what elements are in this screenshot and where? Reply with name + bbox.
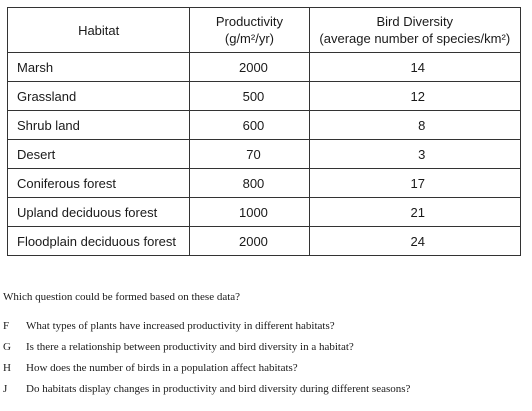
productivity-header-unit: (g/m²/yr) <box>224 31 274 46</box>
bird-diversity-cell: 8 <box>308 110 522 140</box>
choice-text: How does the number of birds in a popula… <box>26 362 298 374</box>
productivity-cell: 1000 <box>189 197 310 227</box>
bird-diversity-cell: 21 <box>308 197 522 227</box>
habitat-cell: Floodplain deciduous forest <box>6 226 191 256</box>
habitat-cell: Marsh <box>6 52 191 82</box>
question-prompt: Which question could be formed based on … <box>3 291 241 303</box>
answer-choice-h[interactable]: H How does the number of birds in a popu… <box>3 362 410 383</box>
table-header-row: Habitat Productivity (g/m²/yr) Bird Dive… <box>6 7 522 53</box>
answer-choices: F What types of plants have increased pr… <box>3 320 410 404</box>
productivity-cell: 500 <box>189 81 310 111</box>
choice-text: What types of plants have increased prod… <box>26 320 335 332</box>
habitat-cell: Coniferous forest <box>6 168 191 198</box>
table-row: Upland deciduous forest 1000 21 <box>6 197 522 227</box>
choice-text: Do habitats display changes in productiv… <box>26 383 411 395</box>
table-row: Desert 70 3 <box>6 139 522 169</box>
habitat-cell: Shrub land <box>6 110 191 140</box>
bird-diversity-cell: 24 <box>308 226 522 256</box>
choice-letter: G <box>3 341 11 353</box>
choice-letter: J <box>3 383 8 395</box>
productivity-cell: 70 <box>189 139 310 169</box>
habitat-cell: Grassland <box>6 81 191 111</box>
habitat-cell: Upland deciduous forest <box>6 197 191 227</box>
table-row: Floodplain deciduous forest 2000 24 <box>6 226 522 256</box>
answer-choice-g[interactable]: G Is there a relationship between produc… <box>3 341 410 362</box>
bird-diversity-column-header: Bird Diversity (average number of specie… <box>308 7 522 53</box>
choice-text: Is there a relationship between producti… <box>26 341 354 353</box>
answer-choice-j[interactable]: J Do habitats display changes in product… <box>3 383 410 404</box>
productivity-header-title: Productivity <box>215 14 284 29</box>
productivity-cell: 800 <box>189 168 310 198</box>
table-row: Marsh 2000 14 <box>6 52 522 82</box>
table-row: Grassland 500 12 <box>6 81 522 111</box>
table-row: Shrub land 600 8 <box>6 110 522 140</box>
productivity-cell: 600 <box>189 110 310 140</box>
bird-diversity-cell: 14 <box>308 52 522 82</box>
table-row: Coniferous forest 800 17 <box>6 168 522 198</box>
answer-choice-f[interactable]: F What types of plants have increased pr… <box>3 320 410 341</box>
productivity-column-header: Productivity (g/m²/yr) <box>189 7 310 53</box>
habitat-column-header: Habitat <box>6 7 191 53</box>
habitat-data-table: Habitat Productivity (g/m²/yr) Bird Dive… <box>6 7 522 256</box>
bird-diversity-cell: 3 <box>308 139 522 169</box>
bird-diversity-header-title: Bird Diversity <box>376 14 454 29</box>
habitat-cell: Desert <box>6 139 191 169</box>
productivity-cell: 2000 <box>189 226 310 256</box>
choice-letter: F <box>3 320 10 332</box>
bird-diversity-cell: 12 <box>308 81 522 111</box>
productivity-cell: 2000 <box>189 52 310 82</box>
choice-letter: H <box>3 362 11 374</box>
bird-diversity-header-unit: (average number of species/km²) <box>319 31 511 46</box>
bird-diversity-cell: 17 <box>308 168 522 198</box>
